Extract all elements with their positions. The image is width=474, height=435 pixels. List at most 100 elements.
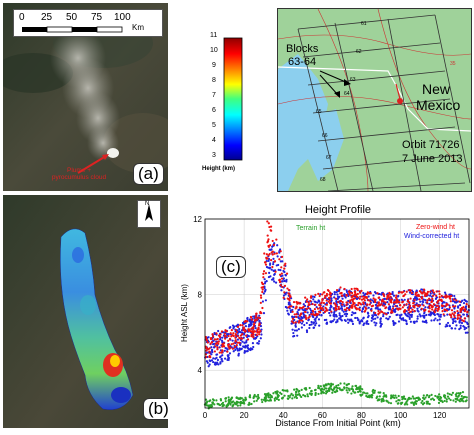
wind-corrected-point (345, 290, 349, 293)
zero-wind-point (341, 303, 344, 306)
zero-wind-point (234, 339, 237, 342)
terrain-point (267, 396, 270, 399)
zero-wind-point (356, 303, 360, 307)
terrain-point (328, 389, 331, 392)
wind-corrected-point (436, 319, 439, 322)
zero-wind-point (334, 297, 337, 300)
zero-wind-point (255, 318, 258, 322)
series-zero-wind (204, 220, 471, 359)
zero-wind-point (452, 305, 455, 308)
x-tick-label: 40 (279, 411, 288, 420)
zero-wind-point (435, 290, 438, 293)
zero-wind-point (448, 295, 451, 298)
zero-wind-point (245, 334, 248, 337)
zero-wind-point (283, 267, 286, 270)
zero-wind-point (291, 317, 295, 320)
zero-wind-point (384, 307, 387, 310)
zero-wind-point (295, 312, 298, 316)
terrain-point (380, 400, 383, 403)
wind-corrected-point (272, 257, 275, 260)
wind-corrected-point (329, 320, 332, 323)
wind-corrected-point (454, 327, 457, 330)
terrain-point (286, 389, 289, 392)
zero-wind-point (404, 293, 407, 296)
wind-corrected-point (394, 322, 397, 325)
terrain-point (455, 395, 458, 398)
zero-wind-point (259, 294, 263, 297)
terrain-point (275, 397, 279, 401)
wind-corrected-point (219, 355, 222, 358)
terrain-point (310, 389, 313, 392)
zero-wind-point (408, 305, 411, 308)
zero-wind-point (445, 309, 449, 312)
zero-wind-point (377, 301, 380, 304)
wind-corrected-point (236, 347, 239, 350)
zero-wind-point (449, 300, 452, 303)
zero-wind-point (432, 291, 436, 294)
zero-wind-point (230, 343, 233, 346)
map-graphic (278, 9, 471, 191)
block-number-65: 65 (316, 109, 322, 115)
wind-corrected-point (451, 321, 455, 325)
wind-corrected-point (241, 321, 245, 325)
zero-wind-point (249, 330, 252, 333)
zero-wind-point (362, 301, 365, 304)
zero-wind-point (465, 302, 468, 306)
north-arrow: N (137, 200, 161, 228)
zero-wind-point (436, 301, 439, 304)
terrain-point (446, 395, 450, 398)
terrain-point (390, 394, 393, 397)
zero-wind-point (282, 296, 285, 299)
zero-wind-point (260, 311, 263, 315)
terrain-point (345, 386, 348, 389)
zero-wind-point (429, 290, 432, 293)
zero-wind-point (236, 334, 239, 338)
wind-corrected-point (265, 265, 269, 269)
terrain-point (227, 398, 231, 401)
wind-corrected-point (430, 319, 433, 322)
wind-corrected-point (457, 311, 460, 315)
zero-wind-point (255, 312, 258, 315)
terrain-point (382, 392, 385, 395)
terrain-point (421, 399, 424, 403)
terrain-point (224, 400, 227, 403)
zero-wind-point (209, 337, 213, 340)
wind-corrected-point (438, 318, 441, 321)
terrain-point (457, 394, 460, 397)
zero-wind-point (358, 297, 361, 300)
zero-wind-point (461, 319, 464, 322)
zero-wind-point (209, 342, 212, 345)
wind-corrected-point (374, 303, 377, 307)
wind-corrected-point (252, 345, 255, 349)
wind-corrected-point (333, 296, 336, 299)
wind-corrected-point (316, 301, 319, 304)
wind-corrected-point (296, 334, 299, 337)
terrain-point (300, 395, 303, 399)
zero-wind-point (435, 304, 438, 307)
terrain-point (441, 400, 444, 404)
wind-corrected-point (318, 324, 321, 327)
zero-wind-point (444, 296, 448, 299)
zero-wind-point (214, 342, 218, 345)
zero-wind-point (261, 288, 264, 291)
zero-wind-point (430, 306, 434, 309)
terrain-point (255, 399, 258, 402)
zero-wind-point (323, 310, 327, 314)
wind-corrected-point (379, 320, 382, 323)
wind-corrected-point (322, 305, 325, 308)
zero-wind-point (314, 303, 317, 306)
zero-wind-point (407, 308, 410, 312)
colorbar-title: Height (km) (202, 166, 235, 172)
zero-wind-point (300, 319, 304, 322)
terrain-point (219, 397, 222, 401)
terrain-point (314, 393, 317, 397)
wind-corrected-point (370, 307, 373, 311)
wind-corrected-point (302, 303, 305, 306)
wind-corrected-point (358, 321, 361, 324)
zero-wind-point (281, 285, 284, 289)
terrain-point (275, 391, 279, 395)
zero-wind-point (325, 294, 328, 297)
zero-wind-point (373, 298, 377, 301)
terrain-point (253, 400, 256, 403)
wind-corrected-point (453, 294, 456, 298)
